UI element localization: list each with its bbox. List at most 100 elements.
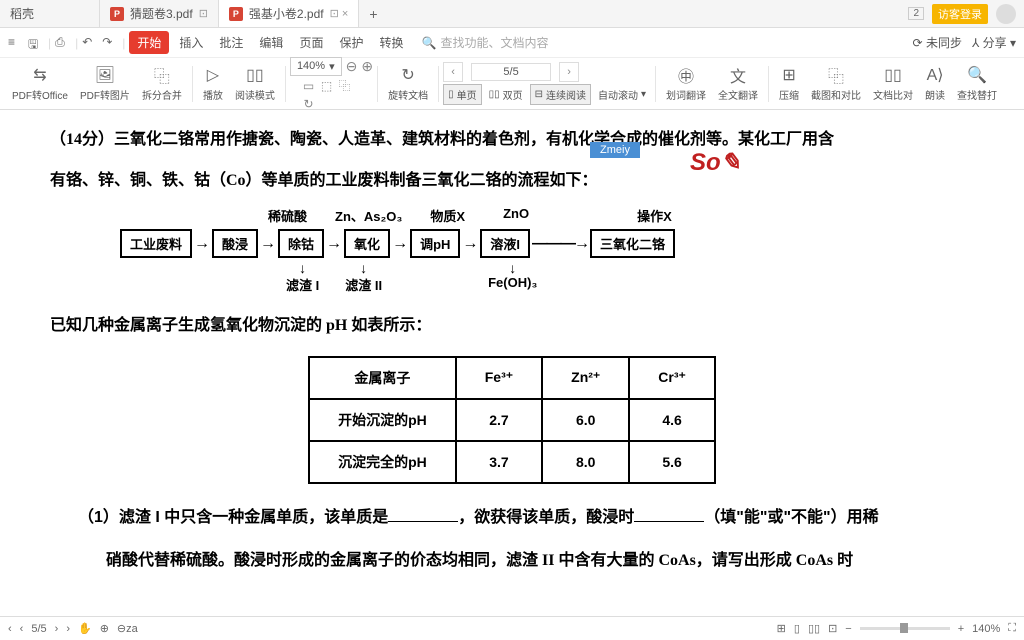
toolbar: ⇆PDF转Office 🖼PDF转图片 ⿻拆分合并 ▷播放 ▯▯阅读模式 140… [0, 58, 1024, 110]
doc-compare-button[interactable]: ▯▯文档比对 [867, 63, 919, 104]
search-box[interactable]: 🔍 查找功能、文档内容 [421, 34, 548, 51]
annotation-tag[interactable]: Zmeiy [590, 142, 640, 158]
search-placeholder: 查找功能、文档内容 [440, 34, 548, 51]
read-aloud-button[interactable]: A⟩朗读 [919, 63, 951, 104]
view-icon1[interactable]: ⊞ [777, 622, 786, 635]
redo-icon[interactable]: ↷ [102, 35, 118, 51]
menu-icon[interactable]: ≡ [8, 35, 24, 51]
speaker-icon: A⟩ [925, 65, 945, 85]
close-icon[interactable]: ⊡ × [330, 7, 349, 20]
save-icon[interactable]: 🖫 [28, 35, 44, 51]
play-button[interactable]: ▷播放 [197, 63, 229, 104]
last-page-button[interactable]: › [66, 623, 70, 635]
continuous-button[interactable]: ⊟ 连续阅读 [530, 84, 591, 105]
fullscreen-icon[interactable]: ⛶ [1008, 622, 1016, 635]
tab-doc1[interactable]: P 猜题卷3.pdf ⊡ [100, 0, 219, 27]
sync-status[interactable]: ⟳ 未同步 [913, 34, 962, 51]
undo-icon[interactable]: ↶ [82, 35, 98, 51]
compress-icon: ⊞ [779, 65, 799, 85]
view-icon4[interactable]: ⊡ [828, 622, 837, 635]
tab-label: 稻壳 [10, 5, 34, 22]
zoom-level: 140% [972, 623, 1000, 635]
search-icon: 🔍 [967, 65, 987, 85]
status-bar: ‹ ‹ 5/5 › › ✋ ⊕ ⊖za ⊞ ▯ ▯▯ ⊡ − + 140% ⛶ [0, 616, 1024, 640]
split-icon: ⿻ [152, 65, 172, 85]
print-icon[interactable]: ⎙ [55, 35, 71, 51]
menu-page[interactable]: 页面 [293, 32, 329, 53]
login-button[interactable]: 访客登录 [932, 4, 988, 24]
menu-start[interactable]: 开始 [129, 31, 169, 54]
pdf-icon: P [110, 7, 124, 21]
menu-convert[interactable]: 转换 [373, 32, 409, 53]
search-icon: 🔍 [421, 36, 436, 50]
next-page-status-button[interactable]: › [55, 623, 59, 635]
compress-button[interactable]: ⊞压缩 [773, 63, 805, 104]
page-status: 5/5 [31, 623, 46, 635]
avatar[interactable] [996, 4, 1016, 24]
translate-icon: ㊥ [676, 65, 696, 85]
full-translate-icon: 文 [728, 65, 748, 85]
rotate-button[interactable]: ↻旋转文档 [382, 63, 434, 104]
tab-doc2-active[interactable]: P 强基小卷2.pdf ⊡ × [219, 0, 359, 27]
ph-table: 金属离子 Fe³⁺ Zn²⁺ Cr³⁺ 开始沉淀的pH 2.7 6.0 4.6 … [308, 356, 716, 484]
view-icon3[interactable]: ▯▯ [808, 622, 820, 635]
menu-insert[interactable]: 插入 [173, 32, 209, 53]
tab-daoké[interactable]: 稻壳 [0, 0, 100, 27]
single-page-button[interactable]: ▯ 单页 [443, 84, 482, 105]
prev-page-button[interactable]: ‹ [443, 62, 463, 82]
pdf-icon: P [229, 7, 243, 21]
page-input[interactable]: 5/5 [471, 63, 551, 81]
zoom-out-icon[interactable]: ⊖ [346, 58, 358, 75]
convert-icon: ⇆ [30, 65, 50, 85]
tab-bar: 稻壳 P 猜题卷3.pdf ⊡ P 强基小卷2.pdf ⊡ × + 2 访客登录 [0, 0, 1024, 28]
double-page-button[interactable]: ▯▯ 双页 [484, 84, 528, 105]
new-tab-button[interactable]: + [359, 6, 387, 22]
fit-icons: ▭ ⬚ ⿻ ↻ [302, 79, 362, 111]
tab-label: 强基小卷2.pdf [249, 5, 324, 22]
play-icon: ▷ [203, 65, 223, 85]
fit-page-icon[interactable]: ⬚ [320, 79, 334, 93]
zoom-in-status[interactable]: + [958, 623, 964, 635]
doc-line2: 有铬、锌、铜、铁、钴（Co）等单质的工业废料制备三氧化二铬的流程如下： [50, 163, 974, 198]
close-icon[interactable]: ⊡ [199, 7, 208, 20]
full-translate-button[interactable]: 文全文翻译 [712, 63, 764, 104]
image-compare-button[interactable]: ⿻截图和对比 [805, 63, 867, 104]
image-icon: 🖼 [95, 65, 115, 85]
read-mode-button[interactable]: ▯▯阅读模式 [229, 63, 281, 104]
fit-width-icon[interactable]: ▭ [302, 79, 316, 93]
menu-annotate[interactable]: 批注 [213, 32, 249, 53]
crop-icon[interactable]: ⿻ [338, 79, 352, 93]
zoom-out-status[interactable]: − [845, 623, 851, 635]
rotate-small-icon[interactable]: ↻ [302, 97, 316, 111]
view-icon2[interactable]: ▯ [794, 622, 800, 635]
rotate-icon: ↻ [398, 65, 418, 85]
table-intro: 已知几种金属离子生成氢氧化物沉淀的 pH 如表所示： [50, 308, 974, 343]
hand-tool-icon[interactable]: ✋ [78, 622, 92, 635]
pdf-to-office-button[interactable]: ⇆PDF转Office [6, 63, 74, 104]
menu-edit[interactable]: 编辑 [253, 32, 289, 53]
split-merge-button[interactable]: ⿻拆分合并 [136, 63, 188, 104]
next-page-button[interactable]: › [559, 62, 579, 82]
menu-bar: ≡ 🖫 | ⎙ | ↶ ↷ | 开始 插入 批注 编辑 页面 保护 转换 🔍 查… [0, 28, 1024, 58]
zoom-select[interactable]: 140% ▾ [290, 57, 342, 76]
auto-scroll-button[interactable]: 自动滚动 ▾ [593, 84, 651, 105]
menu-protect[interactable]: 保护 [333, 32, 369, 53]
page-count-badge: 2 [908, 7, 924, 20]
question-1: （1）滤渣 I 中只含一种金属单质，该单质是，欲获得该单质，酸浸时（填"能"或"… [50, 500, 974, 535]
annotation-ink: So✎ [690, 148, 741, 177]
view-mode-icon2[interactable]: ⊖za [117, 622, 138, 635]
word-translate-button[interactable]: ㊥划词翻译 [660, 63, 712, 104]
doc-line1: （14分）三氧化二铬常用作搪瓷、陶瓷、人造革、建筑材料的着色剂，有机化学合成的催… [70, 122, 974, 157]
share-button[interactable]: ⅄ 分享 ▾ [972, 34, 1016, 51]
find-replace-button[interactable]: 🔍查找替打 [951, 63, 1003, 104]
zoom-in-icon[interactable]: ⊕ [361, 58, 373, 75]
doc-compare-icon: ▯▯ [883, 65, 903, 85]
book-icon: ▯▯ [245, 65, 265, 85]
first-page-button[interactable]: ‹ [8, 623, 12, 635]
zoom-slider[interactable] [860, 627, 950, 630]
pdf-to-image-button[interactable]: 🖼PDF转图片 [74, 63, 136, 104]
view-mode-icon[interactable]: ⊕ [100, 622, 109, 635]
page-navigation: ‹ 5/5 › [443, 62, 651, 82]
question-1b: 硝酸代替稀硫酸。酸浸时形成的金属离子的价态均相同，滤渣 II 中含有大量的 Co… [50, 543, 974, 578]
prev-page-status-button[interactable]: ‹ [20, 623, 24, 635]
